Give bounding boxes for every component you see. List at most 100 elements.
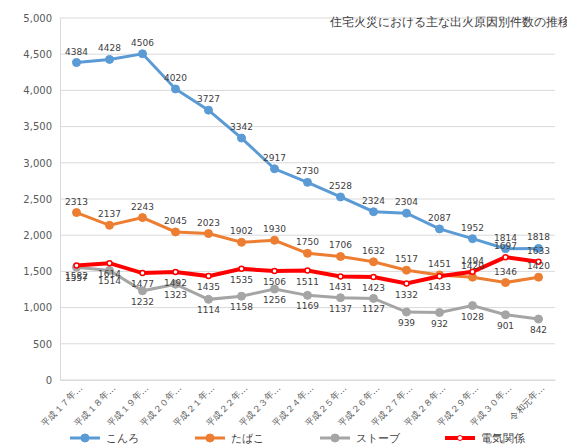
y-tick-label: 0: [46, 375, 52, 386]
y-tick: 2,500: [23, 194, 60, 205]
x-axis-line: [61, 380, 556, 381]
marker: [469, 235, 477, 243]
marker: [370, 258, 378, 266]
legend-swatch: [445, 436, 475, 440]
data-label: 2243: [131, 202, 154, 212]
data-label: 3342: [230, 122, 253, 132]
data-label: 2137: [98, 209, 121, 219]
marker: [206, 274, 211, 279]
marker: [106, 55, 114, 63]
marker: [403, 266, 411, 274]
y-tick: 1,000: [23, 302, 60, 313]
marker: [140, 271, 145, 276]
legend-marker: [81, 434, 89, 442]
grid-line: [60, 235, 555, 236]
data-label: 1492: [164, 278, 187, 288]
grid-line: [60, 199, 555, 200]
data-label: 3727: [197, 94, 220, 104]
marker: [337, 294, 345, 302]
data-label: 1535: [230, 275, 253, 285]
marker: [205, 295, 213, 303]
data-label: 1114: [197, 305, 220, 315]
marker: [305, 268, 310, 273]
marker: [403, 308, 411, 316]
plot-area: [73, 50, 543, 323]
data-label: 1511: [296, 277, 319, 287]
marker: [172, 85, 180, 93]
data-label: 1158: [230, 302, 253, 312]
data-label: 939: [398, 318, 415, 328]
data-label: 1517: [395, 254, 418, 264]
marker: [403, 209, 411, 217]
data-label: 1477: [131, 279, 154, 289]
y-tick-label: 3,000: [23, 158, 52, 169]
data-label: 1952: [461, 223, 484, 233]
title: 住宅火災における主な出火原因別件数の推移: [329, 15, 567, 29]
y-tick-label: 2,000: [23, 230, 52, 241]
marker: [436, 225, 444, 233]
data-label: 1750: [296, 237, 319, 247]
marker: [371, 274, 376, 279]
data-label: 1706: [329, 240, 352, 250]
marker: [502, 279, 510, 287]
data-label: 1169: [296, 301, 319, 311]
data-label: 1506: [263, 277, 286, 287]
marker: [535, 315, 543, 323]
data-label: 1902: [230, 226, 253, 236]
y-tick-label: 500: [33, 339, 52, 350]
data-label: 842: [530, 325, 547, 335]
legend-marker: [206, 434, 214, 442]
y-tick: 500: [33, 339, 60, 350]
marker: [173, 269, 178, 274]
series-line: [77, 54, 539, 249]
marker: [238, 238, 246, 246]
x-tick-label: 令和元年…: [508, 383, 547, 422]
data-label: 1435: [197, 282, 220, 292]
data-label: 2917: [263, 153, 286, 163]
marker: [139, 50, 147, 58]
marker: [436, 271, 444, 279]
legend-label: 電気関係: [481, 432, 525, 445]
marker: [238, 134, 246, 142]
marker: [272, 268, 277, 273]
data-label: 4384: [65, 47, 88, 57]
data-label: 1433: [428, 282, 451, 292]
data-label: 1930: [263, 224, 286, 234]
marker: [337, 252, 345, 260]
marker: [337, 193, 345, 201]
marker: [437, 274, 442, 279]
marker: [205, 106, 213, 114]
marker: [502, 311, 510, 319]
chart: 05001,0001,5002,0002,5003,0003,5004,0004…: [0, 0, 567, 447]
y-tick: 0: [46, 375, 60, 386]
data-label: 2087: [428, 213, 451, 223]
marker: [338, 274, 343, 279]
data-label: 2023: [197, 218, 220, 228]
marker: [304, 291, 312, 299]
y-tick-label: 3,500: [23, 121, 52, 132]
marker: [503, 255, 508, 260]
marker: [239, 266, 244, 271]
grid-line: [60, 380, 555, 381]
y-axis-line: [60, 19, 61, 381]
y-axis: 05001,0001,5002,0002,5003,0003,5004,0004…: [23, 13, 60, 386]
data-label: 1451: [428, 259, 451, 269]
data-label: 2324: [362, 196, 385, 206]
data-label: 1332: [395, 290, 418, 300]
data-label: 1232: [131, 297, 154, 307]
marker: [469, 302, 477, 310]
y-tick: 3,500: [23, 121, 60, 132]
data-label: 1818: [527, 232, 550, 242]
data-label: 2730: [296, 166, 319, 176]
data-label: 2045: [164, 216, 187, 226]
legend-marker: [331, 434, 339, 442]
y-tick-label: 2,500: [23, 194, 52, 205]
marker: [74, 263, 79, 268]
data-label: 1423: [362, 283, 385, 293]
marker: [436, 309, 444, 317]
data-label: 1494: [461, 256, 484, 266]
y-tick: 2,000: [23, 230, 60, 241]
marker: [73, 59, 81, 67]
y-tick: 4,000: [23, 85, 60, 96]
x-axis: 平成１７年…平成１８年…平成１９年…平成２０年…平成２１年…平成２２年…平成２３…: [39, 380, 555, 428]
